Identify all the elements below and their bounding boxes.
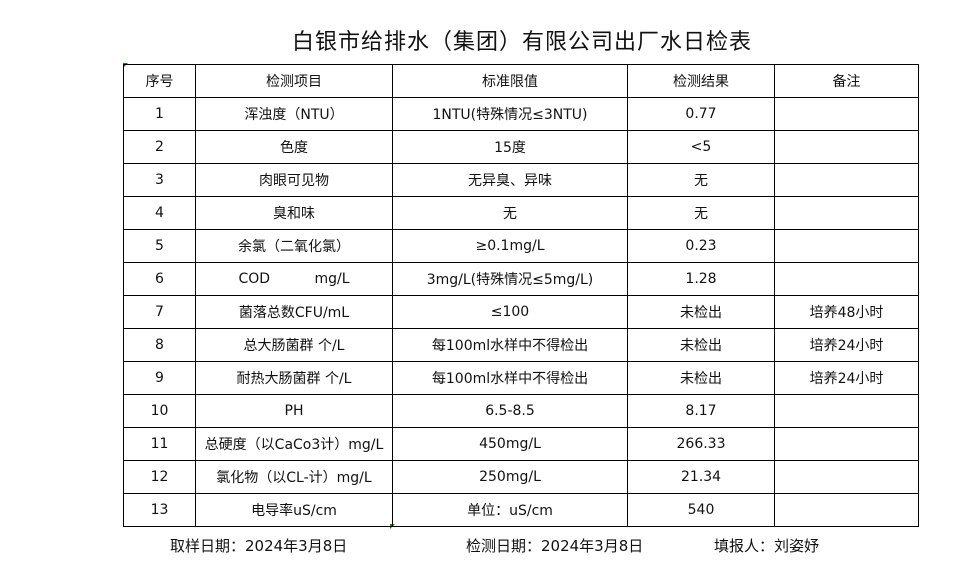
cell-result[interactable]: 无	[627, 163, 775, 197]
cell-remark[interactable]	[774, 427, 919, 461]
cell-remark[interactable]	[774, 196, 919, 230]
cell-item[interactable]: 总大肠菌群 个/L	[195, 328, 393, 362]
cell-result[interactable]: 0.23	[627, 229, 775, 263]
header-remark[interactable]: 备注	[774, 64, 919, 98]
cell-standard[interactable]: 无	[392, 196, 628, 230]
cell-index[interactable]: 11	[123, 427, 196, 461]
cell-remark[interactable]	[774, 493, 919, 527]
cell-result[interactable]: 21.34	[627, 460, 775, 494]
cell-remark[interactable]: 培养24小时	[774, 328, 919, 362]
inspection-table: 序号 检测项目 标准限值 检测结果 备注 1 浑浊度（NTU） 1NTU(特殊情况≤3NTU)…	[123, 64, 919, 527]
table-row: 6 COD mg/L 3mg/L(特殊情况≤5mg/L) 1.28	[123, 262, 919, 296]
cell-item[interactable]: 色度	[195, 130, 393, 164]
cell-standard[interactable]: ≥0.1mg/L	[392, 229, 628, 263]
table-row: 3 肉眼可见物 无异臭、异味无	[123, 163, 919, 197]
cell-index[interactable]: 1	[123, 97, 196, 131]
table-row: 13 电导率uS/cm 单位：uS/cm 540	[123, 493, 919, 527]
cell-result[interactable]: 0.77	[627, 97, 775, 131]
cell-result[interactable]: 未检出	[627, 361, 775, 395]
cell-index[interactable]: 6	[123, 262, 196, 296]
cell-index[interactable]: 12	[123, 460, 196, 494]
table-row: 11 总硬度（以CaCo3计）mg/L 450mg/L 266.33	[123, 427, 919, 461]
cell-item[interactable]: 耐热大肠菌群 个/L	[195, 361, 393, 395]
cell-item[interactable]: PH	[195, 394, 393, 428]
table-row: 1 浑浊度（NTU） 1NTU(特殊情况≤3NTU) 0.77	[123, 97, 919, 131]
cell-remark[interactable]: 培养24小时	[774, 361, 919, 395]
cell-standard[interactable]: ≤100	[392, 295, 628, 329]
table-row: 7 菌落总数CFU/mL ≤100 未检出 培养48小时	[123, 295, 919, 329]
cell-standard[interactable]: 无异臭、异味	[392, 163, 628, 197]
cell-item[interactable]: 余氯（二氧化氯）	[195, 229, 393, 263]
header-row: 序号 检测项目 标准限值 检测结果 备注	[123, 64, 919, 98]
cell-remark[interactable]	[774, 460, 919, 494]
cell-result[interactable]: 未检出	[627, 328, 775, 362]
cell-marker-icon	[390, 524, 395, 529]
cell-result[interactable]: 8.17	[627, 394, 775, 428]
cell-remark[interactable]	[774, 97, 919, 131]
table-row: 10 PH 6.5-8.5 8.17	[123, 394, 919, 428]
table-row: 12 氯化物（以CL-计）mg/L 250mg/L 21.34	[123, 460, 919, 494]
cell-index[interactable]: 13	[123, 493, 196, 527]
cell-item[interactable]: 电导率uS/cm	[195, 493, 393, 527]
table-row: 9 耐热大肠菌群 个/L 每100ml水样中不得检出 未检出 培养24小时	[123, 361, 919, 395]
cell-standard[interactable]: 450mg/L	[392, 427, 628, 461]
cell-result[interactable]: <5	[627, 130, 775, 164]
cell-item[interactable]: COD mg/L	[195, 262, 393, 296]
cell-result[interactable]: 266.33	[627, 427, 775, 461]
table-row: 2 色度 15度 <5	[123, 130, 919, 164]
sample-date: 取样日期：2024年3月8日	[170, 537, 348, 555]
cell-standard[interactable]: 每100ml水样中不得检出	[392, 361, 628, 395]
cell-standard[interactable]: 250mg/L	[392, 460, 628, 494]
cell-result[interactable]: 无	[627, 196, 775, 230]
cell-result[interactable]: 1.28	[627, 262, 775, 296]
cell-item[interactable]: 总硬度（以CaCo3计）mg/L	[195, 427, 393, 461]
cell-index[interactable]: 3	[123, 163, 196, 197]
table-row: 5 余氯（二氧化氯） ≥0.1mg/L 0.23	[123, 229, 919, 263]
header-item[interactable]: 检测项目	[195, 64, 393, 98]
cell-remark[interactable]: 培养48小时	[774, 295, 919, 329]
cell-index[interactable]: 10	[123, 394, 196, 428]
cell-standard[interactable]: 1NTU(特殊情况≤3NTU)	[392, 97, 628, 131]
header-index[interactable]: 序号	[123, 64, 196, 98]
cell-index[interactable]: 8	[123, 328, 196, 362]
cell-index[interactable]: 9	[123, 361, 196, 395]
table-row: 8 总大肠菌群 个/L 每100ml水样中不得检出 未检出 培养24小时	[123, 328, 919, 362]
cell-item[interactable]: 菌落总数CFU/mL	[195, 295, 393, 329]
cell-item[interactable]: 肉眼可见物	[195, 163, 393, 197]
header-result[interactable]: 检测结果	[627, 64, 775, 98]
cell-standard[interactable]: 6.5-8.5	[392, 394, 628, 428]
header-standard[interactable]: 标准限值	[392, 64, 628, 98]
cell-remark[interactable]	[774, 130, 919, 164]
cell-standard[interactable]: 15度	[392, 130, 628, 164]
cell-remark[interactable]	[774, 394, 919, 428]
cell-index[interactable]: 7	[123, 295, 196, 329]
cell-item[interactable]: 臭和味	[195, 196, 393, 230]
filled-by: 填报人：刘姿妤	[714, 537, 820, 555]
cell-remark[interactable]	[774, 163, 919, 197]
cell-result[interactable]: 未检出	[627, 295, 775, 329]
cell-standard[interactable]: 单位：uS/cm	[392, 493, 628, 527]
cell-remark[interactable]	[774, 229, 919, 263]
cell-item[interactable]: 浑浊度（NTU）	[195, 97, 393, 131]
cell-index[interactable]: 2	[123, 130, 196, 164]
test-date: 检测日期：2024年3月8日	[466, 537, 644, 555]
cell-result[interactable]: 540	[627, 493, 775, 527]
cell-standard[interactable]: 3mg/L(特殊情况≤5mg/L)	[392, 262, 628, 296]
cell-remark[interactable]	[774, 262, 919, 296]
cell-index[interactable]: 5	[123, 229, 196, 263]
cell-item[interactable]: 氯化物（以CL-计）mg/L	[195, 460, 393, 494]
table-row: 4 臭和味无无	[123, 196, 919, 230]
cell-index[interactable]: 4	[123, 196, 196, 230]
page-title: 白银市给排水（集团）有限公司出厂水日检表	[291, 30, 752, 55]
cell-standard[interactable]: 每100ml水样中不得检出	[392, 328, 628, 362]
